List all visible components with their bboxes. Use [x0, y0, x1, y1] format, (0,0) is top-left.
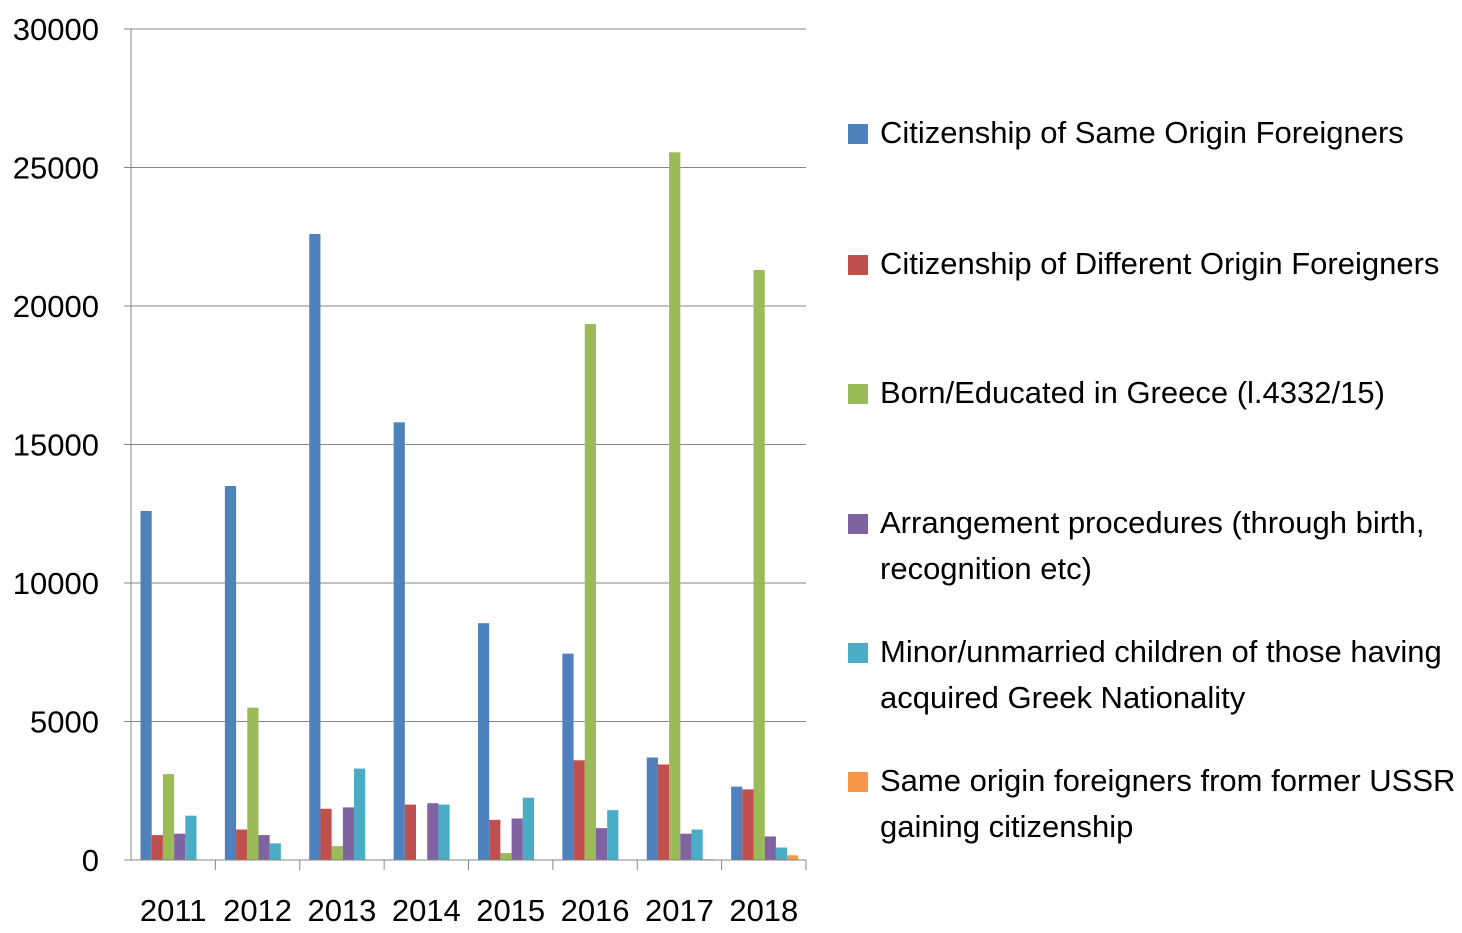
bar	[595, 828, 608, 860]
y-tick-labels: 0 5000 10000 15000 20000 25000 30000	[13, 12, 99, 878]
bar	[247, 707, 259, 860]
bar	[342, 807, 355, 860]
bar	[427, 803, 439, 860]
bar	[657, 764, 670, 860]
x-tick-label: 2013	[307, 893, 376, 928]
legend-swatch	[848, 643, 868, 663]
bar	[309, 233, 321, 861]
bar	[500, 853, 512, 860]
bar	[478, 623, 490, 860]
bar	[185, 815, 197, 860]
x-tick-label: 2018	[729, 893, 798, 928]
bar	[511, 818, 523, 860]
x-tick-label: 2012	[223, 893, 292, 928]
y-tick-label: 25000	[13, 151, 99, 186]
bar	[404, 804, 417, 860]
bar	[764, 836, 776, 860]
gridlines	[131, 28, 806, 722]
bar	[354, 768, 366, 860]
bar	[742, 789, 754, 860]
y-tick-label: 30000	[13, 12, 99, 47]
legend-swatch	[848, 124, 868, 144]
bar	[269, 843, 281, 860]
bar	[562, 653, 574, 860]
x-tick-label: 2017	[645, 893, 714, 928]
x-tick-label: 2016	[561, 893, 630, 928]
y-tick-label: 20000	[13, 289, 99, 324]
legend-label: Born/Educated in Greece (l.4332/15)	[880, 375, 1385, 410]
legend-label: Minor/unmarried children of those having…	[880, 634, 1442, 715]
bar	[489, 819, 501, 860]
bar	[573, 760, 585, 860]
legend-label: Arrangement procedures (through birth, r…	[880, 505, 1425, 586]
x-tick-label: 2011	[140, 893, 207, 928]
bar	[775, 847, 788, 860]
bar	[236, 829, 248, 860]
bar	[151, 835, 163, 860]
bar	[438, 804, 450, 860]
legend: Citizenship of Same Origin Foreigners Cit…	[848, 0, 1458, 933]
bar	[753, 269, 765, 860]
axes	[124, 28, 807, 870]
legend-swatch	[848, 255, 868, 275]
bar	[731, 786, 743, 860]
bar	[691, 829, 703, 860]
y-tick-label: 15000	[13, 428, 99, 463]
x-tick-labels: 2011 2012 2013 2014 2015 2016 2017 2018	[140, 893, 798, 928]
legend-label: Same origin foreigners from former USSR …	[880, 763, 1456, 844]
legend-label: Citizenship of Same Origin Foreigners	[880, 115, 1404, 150]
bar	[584, 324, 596, 860]
bar	[393, 422, 405, 860]
bar	[140, 510, 152, 860]
bar	[680, 833, 692, 860]
bar	[646, 757, 658, 860]
bars	[140, 152, 799, 861]
bar	[669, 152, 681, 860]
bar	[320, 808, 332, 860]
y-tick-label: 5000	[30, 705, 99, 740]
bar	[522, 797, 534, 860]
legend-swatch	[848, 772, 868, 792]
x-tick-label: 2014	[392, 893, 461, 928]
x-tick-label: 2015	[476, 893, 545, 928]
bar	[607, 810, 619, 860]
bar	[162, 774, 175, 860]
bar	[787, 855, 799, 860]
y-tick-label: 0	[82, 843, 99, 878]
bar	[331, 846, 343, 860]
y-tick-label: 10000	[13, 566, 99, 601]
bar	[224, 486, 237, 860]
bar	[258, 835, 270, 860]
legend-swatch	[848, 384, 868, 404]
legend-swatch	[848, 514, 868, 534]
legend-label: Citizenship of Different Origin Foreigne…	[880, 246, 1440, 281]
bar	[174, 833, 186, 860]
